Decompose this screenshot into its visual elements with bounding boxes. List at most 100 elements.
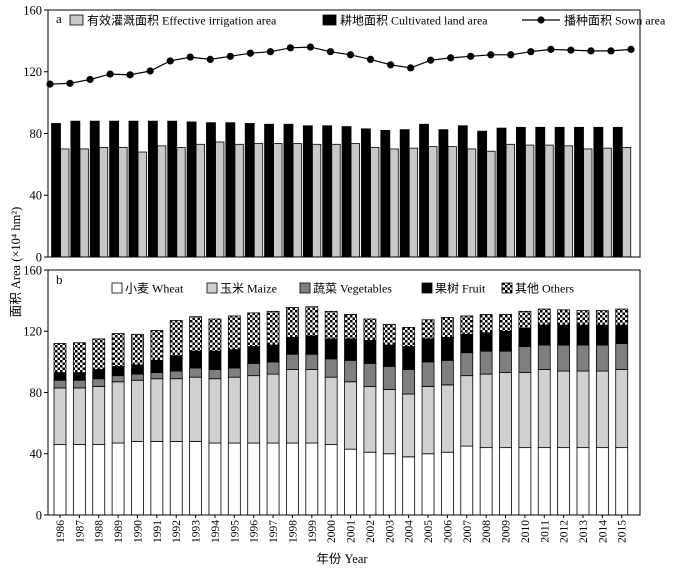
legend-swatch-maize [206, 282, 218, 294]
others-segment [576, 310, 590, 326]
wheat-segment [247, 442, 261, 516]
fruit-segment [615, 324, 629, 344]
fruit-segment [382, 344, 396, 367]
wheat-segment [324, 444, 338, 516]
legend-label-wheat: 小麦 Wheat [125, 282, 184, 296]
x-tick-label: 1986 [55, 520, 67, 543]
legend-label-cultivated-land: 耕地面积 Cultivated land area [340, 13, 488, 28]
wheat-segment [421, 453, 435, 516]
wheat-segment [150, 441, 164, 516]
legend-swatch-irrigation [69, 14, 84, 26]
x-tick-label: 2009 [501, 520, 513, 543]
others-segment [72, 342, 86, 373]
cultivated-land-bar [612, 126, 623, 258]
irrigation-bar [311, 143, 322, 258]
vegetables-segment [286, 353, 299, 370]
others-segment [150, 330, 164, 361]
sown-area-point [587, 47, 595, 55]
others-segment [247, 312, 261, 347]
sown-area-point [146, 67, 154, 75]
panel-a-frame [47, 9, 641, 258]
cultivated-land-bar [535, 126, 546, 258]
x-tick-label: 2004 [404, 520, 416, 543]
others-segment [189, 316, 202, 352]
wheat-segment [305, 442, 319, 516]
cultivated-land-bar [283, 123, 294, 258]
cultivated-land-bar [574, 126, 584, 258]
irrigation-bar [118, 146, 128, 258]
fruit-segment [440, 336, 454, 361]
maize-segment [305, 369, 319, 444]
legend-label-others: 其他 Others [515, 282, 574, 296]
cultivated-land-bar [438, 129, 449, 258]
irrigation-bar [98, 146, 109, 258]
wheat-segment [189, 441, 202, 516]
sown-area-point [427, 56, 435, 64]
others-segment [92, 338, 106, 370]
x-tick-label: 2015 [617, 520, 629, 543]
vegetables-segment [363, 363, 377, 387]
panel-b-y-axis: 0 40 80 120 160 [23, 263, 48, 522]
maize-segment [150, 378, 164, 442]
irrigation-bar [156, 145, 167, 258]
x-tick-label: 2002 [365, 520, 377, 543]
maize-segment [111, 381, 125, 444]
x-tick-label: 2005 [423, 520, 435, 543]
legend-swatch-fruit [421, 282, 433, 294]
panel-b-frame [47, 269, 641, 516]
legend-swatch-wheat [111, 282, 123, 294]
others-segment [53, 343, 67, 373]
fruit-segment [208, 350, 222, 370]
irrigation-bar [602, 147, 612, 258]
fruit-segment [324, 338, 338, 360]
maize-segment [247, 375, 261, 444]
irrigation-bar [544, 144, 554, 258]
fruit-segment [150, 359, 164, 373]
maize-segment [537, 369, 551, 449]
sown-area-point [286, 44, 295, 52]
cultivated-land-bar [147, 120, 158, 258]
cultivated-land-bar [89, 120, 100, 258]
maize-segment [208, 378, 222, 444]
irrigation-bar [408, 147, 419, 258]
vegetables-segment [382, 366, 396, 390]
others-segment [402, 327, 416, 347]
x-axis: 1986 1987 1988 1989 1990 1991 1992 1993 1994 1995… [55, 515, 629, 543]
y-tick-label: 80 [30, 127, 43, 141]
wheat-segment [557, 447, 571, 516]
maize-segment [189, 376, 202, 442]
vegetables-segment [53, 379, 67, 389]
others-segment [537, 308, 551, 326]
cultivated-land-bar [186, 121, 197, 258]
wheat-segment [111, 442, 125, 516]
vegetables-segment [537, 344, 551, 370]
fruit-segment [189, 350, 202, 369]
irrigation-bar [273, 143, 283, 258]
vegetables-segment [421, 361, 435, 387]
sown-area-point [166, 57, 174, 65]
vegetables-segment [227, 367, 241, 378]
irrigation-bar [79, 148, 89, 258]
sown-area-point [226, 52, 234, 60]
wheat-segment [208, 442, 222, 516]
fruit-segment [131, 364, 144, 375]
cultivated-land-bar [457, 125, 468, 258]
maize-segment [227, 376, 241, 444]
y-tick-label: 160 [23, 263, 42, 277]
vegetables-segment [440, 359, 454, 386]
x-tick-label: 1989 [113, 520, 125, 543]
others-segment [382, 323, 396, 346]
legend-label-fruit: 果树 Fruit [435, 281, 486, 296]
others-segment [208, 318, 222, 352]
panel-a-marks [46, 43, 635, 258]
cultivated-land-bar [496, 127, 507, 258]
cultivated-land-bar [515, 126, 526, 258]
y-axis-title: 面积 Area (×10⁴ hm²) [9, 207, 23, 318]
fruit-segment [286, 336, 299, 355]
cultivated-land-bar [264, 123, 274, 258]
wheat-segment [131, 441, 144, 516]
irrigation-bar [447, 146, 457, 258]
y-tick-label: 120 [23, 325, 42, 339]
wheat-segment [402, 456, 416, 516]
others-segment [227, 315, 241, 351]
